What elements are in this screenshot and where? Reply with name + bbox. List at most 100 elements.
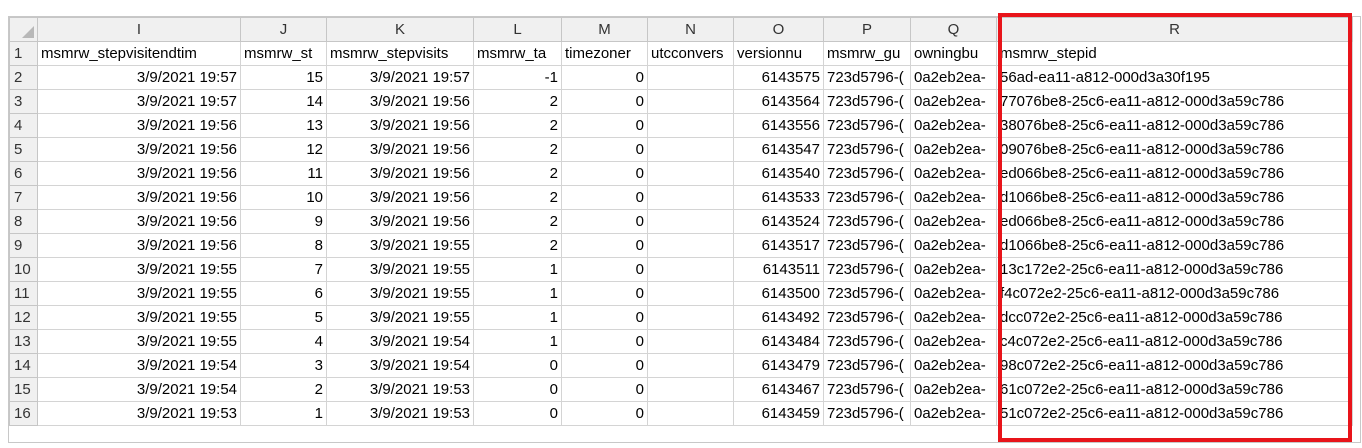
cell[interactable]: 723d5796-( [823,401,911,426]
cell[interactable]: 3/9/2021 19:53 [37,401,241,426]
column-header-M[interactable]: M [561,17,648,42]
cell[interactable]: 0 [561,161,648,186]
column-header-I[interactable]: I [37,17,241,42]
column-header-P[interactable]: P [823,17,911,42]
cell[interactable]: 0a2eb2ea- [910,137,997,162]
cell[interactable]: 09076be8-25c6-ea11-a812-000d3a59c786 [996,137,1353,162]
cell[interactable]: 13 [240,113,327,138]
cell[interactable]: 3 [240,353,327,378]
cell[interactable]: 0a2eb2ea- [910,89,997,114]
cell[interactable] [647,65,734,90]
cell[interactable]: 0 [561,257,648,282]
cell[interactable]: 6143564 [733,89,824,114]
cell[interactable]: 0a2eb2ea- [910,233,997,258]
row-header[interactable]: 3 [9,89,38,114]
cell[interactable]: 3/9/2021 19:54 [326,353,474,378]
cell[interactable]: 723d5796-( [823,377,911,402]
cell[interactable]: 8 [240,233,327,258]
cell[interactable]: 6143517 [733,233,824,258]
cell[interactable]: 0a2eb2ea- [910,353,997,378]
cell[interactable]: 3/9/2021 19:56 [326,209,474,234]
cell[interactable]: 0a2eb2ea- [910,113,997,138]
cell[interactable]: 56ad-ea11-a812-000d3a30f195 [996,65,1353,90]
cell[interactable]: 723d5796-( [823,329,911,354]
column-header-J[interactable]: J [240,17,327,42]
cell[interactable]: 7 [240,257,327,282]
cell[interactable]: utcconvers [647,41,734,66]
column-header-N[interactable]: N [647,17,734,42]
column-header-Q[interactable]: Q [910,17,997,42]
cell[interactable]: versionnu [733,41,824,66]
cell[interactable]: 2 [473,113,562,138]
row-header[interactable]: 5 [9,137,38,162]
cell[interactable] [647,185,734,210]
column-header-L[interactable]: L [473,17,562,42]
cell[interactable] [647,377,734,402]
row-header[interactable]: 6 [9,161,38,186]
cell[interactable]: dcc072e2-25c6-ea11-a812-000d3a59c786 [996,305,1353,330]
cell[interactable]: 0 [473,401,562,426]
cell[interactable]: 0a2eb2ea- [910,161,997,186]
row-header[interactable]: 15 [9,377,38,402]
cell[interactable]: 0 [561,305,648,330]
cell[interactable]: 0a2eb2ea- [910,377,997,402]
cell[interactable]: 723d5796-( [823,257,911,282]
cell[interactable]: 0a2eb2ea- [910,401,997,426]
cell[interactable]: 13c172e2-25c6-ea11-a812-000d3a59c786 [996,257,1353,282]
cell[interactable]: 3/9/2021 19:55 [326,257,474,282]
row-header[interactable]: 9 [9,233,38,258]
cell[interactable]: msmrw_stepid [996,41,1353,66]
cell[interactable]: 723d5796-( [823,353,911,378]
cell[interactable]: 6143479 [733,353,824,378]
cell[interactable]: 0a2eb2ea- [910,209,997,234]
cell[interactable]: 6143547 [733,137,824,162]
cell[interactable]: 3/9/2021 19:57 [37,89,241,114]
cell[interactable]: 1 [473,329,562,354]
cell[interactable]: 2 [473,185,562,210]
cell[interactable]: 3/9/2021 19:55 [37,257,241,282]
cell[interactable] [647,257,734,282]
cell[interactable]: 0a2eb2ea- [910,65,997,90]
cell[interactable]: 3/9/2021 19:55 [37,281,241,306]
cell[interactable]: 6143556 [733,113,824,138]
row-header[interactable]: 4 [9,113,38,138]
cell[interactable]: 3/9/2021 19:56 [37,209,241,234]
cell[interactable]: 6143484 [733,329,824,354]
cell[interactable]: 0 [561,377,648,402]
cell[interactable]: 0 [561,353,648,378]
cell[interactable]: 3/9/2021 19:54 [37,377,241,402]
cell[interactable]: msmrw_stepvisits [326,41,474,66]
cell[interactable]: 3/9/2021 19:55 [37,305,241,330]
cell[interactable]: 3/9/2021 19:57 [37,65,241,90]
cell[interactable]: 6143575 [733,65,824,90]
cell[interactable]: 77076be8-25c6-ea11-a812-000d3a59c786 [996,89,1353,114]
cell[interactable]: msmrw_gu [823,41,911,66]
select-all-corner[interactable] [9,17,38,42]
row-header[interactable]: 14 [9,353,38,378]
cell[interactable]: 723d5796-( [823,113,911,138]
row-header[interactable]: 7 [9,185,38,210]
cell[interactable]: 6143524 [733,209,824,234]
row-header[interactable]: 11 [9,281,38,306]
row-header[interactable]: 13 [9,329,38,354]
cell[interactable]: 723d5796-( [823,137,911,162]
cell[interactable]: d1066be8-25c6-ea11-a812-000d3a59c786 [996,233,1353,258]
cell[interactable]: 723d5796-( [823,209,911,234]
cell[interactable]: 2 [473,233,562,258]
cell[interactable]: 0 [473,353,562,378]
column-header-O[interactable]: O [733,17,824,42]
cell[interactable]: 15 [240,65,327,90]
cell[interactable]: f4c072e2-25c6-ea11-a812-000d3a59c786 [996,281,1353,306]
cell[interactable] [647,137,734,162]
row-header[interactable]: 1 [9,41,38,66]
cell[interactable]: 1 [473,305,562,330]
cell[interactable]: 0a2eb2ea- [910,257,997,282]
cell[interactable]: 3/9/2021 19:55 [326,281,474,306]
cell[interactable]: 1 [240,401,327,426]
cell[interactable]: msmrw_stepvisitendtim [37,41,241,66]
cell[interactable]: 3/9/2021 19:56 [326,89,474,114]
row-header[interactable]: 16 [9,401,38,426]
cell[interactable]: 3/9/2021 19:56 [37,137,241,162]
cell[interactable] [647,329,734,354]
cell[interactable]: 723d5796-( [823,185,911,210]
